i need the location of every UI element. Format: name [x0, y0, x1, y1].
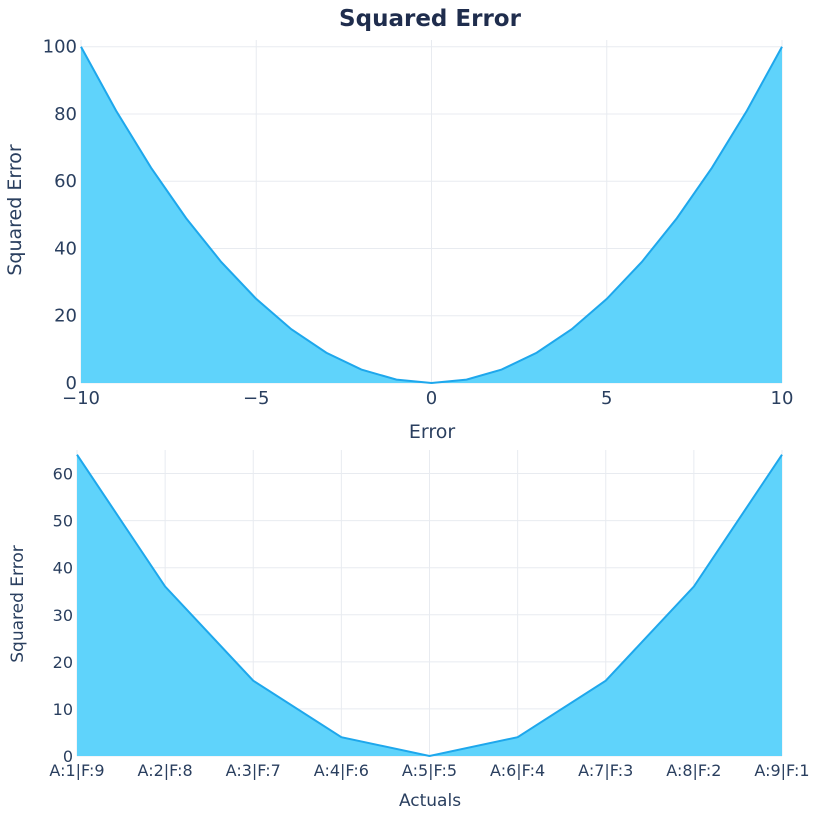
top-y-tick-label: 20	[54, 306, 77, 327]
bottom-x-tick-label: A:5|F:5	[402, 761, 457, 780]
top-y-tick-label: 100	[43, 37, 77, 58]
bottom-x-tick-labels: A:1|F:9 A:2|F:8 A:3|F:7 A:4|F:6 A:5|F:5 A:6|F…	[49, 761, 809, 780]
top-series-line	[80, 46, 783, 385]
bottom-x-tick-label: A:2|F:8	[138, 761, 193, 780]
bottom-x-tick-label: A:4|F:6	[314, 761, 369, 780]
bottom-y-tick-label: 10	[53, 700, 73, 719]
top-x-tick-label: 0	[426, 388, 437, 409]
top-x-axis-title: Error	[409, 421, 456, 443]
top-x-tick-label: −5	[243, 388, 270, 409]
top-x-tick-labels: −10 −5 0 5 10	[62, 388, 793, 409]
bottom-area-fill	[77, 454, 782, 756]
bottom-x-tick-label: A:6|F:4	[490, 761, 545, 780]
chart-title: Squared Error	[339, 6, 522, 32]
top-x-tick-label: 10	[771, 388, 794, 409]
bottom-x-tick-label: A:8|F:2	[666, 761, 721, 780]
bottom-y-axis-title: Squared Error	[8, 545, 28, 662]
bottom-y-tick-label: 30	[53, 606, 73, 625]
bottom-y-tick-labels: 0 10 20 30 40 50 60	[53, 465, 73, 766]
bottom-y-tick-label: 50	[53, 512, 73, 531]
top-y-tick-label: 0	[66, 373, 77, 394]
bottom-x-tick-label: A:1|F:9	[49, 761, 104, 780]
bottom-y-tick-label: 40	[53, 559, 73, 578]
top-x-tick-label: 5	[601, 388, 612, 409]
bottom-x-tick-label: A:3|F:7	[226, 761, 281, 780]
top-y-tick-label: 60	[54, 171, 77, 192]
top-y-tick-labels: 0 20 40 60 80 100	[43, 37, 77, 394]
bottom-y-tick-label: 20	[53, 653, 73, 672]
bottom-x-axis-title: Actuals	[399, 791, 461, 811]
bottom-y-tick-label: 60	[53, 465, 73, 484]
top-y-tick-label: 40	[54, 238, 77, 259]
bottom-series-line	[76, 454, 783, 758]
top-x-tick-label: −10	[62, 388, 100, 409]
top-subplot: 0 20 40 60 80 100 −10 −5 0 5 10 Error Squared Err…	[4, 37, 793, 443]
bottom-y-tick-label: 0	[63, 747, 73, 766]
bottom-x-tick-label: A:9|F:1	[754, 761, 809, 780]
bottom-subplot: 0 10 20 30 40 50 60 A:1|F:9 A:2|F:8 A:3|F:7 A:4|F…	[8, 450, 810, 811]
top-y-tick-label: 80	[54, 104, 77, 125]
bottom-x-tick-label: A:7|F:3	[578, 761, 633, 780]
top-y-axis-title: Squared Error	[4, 144, 26, 275]
